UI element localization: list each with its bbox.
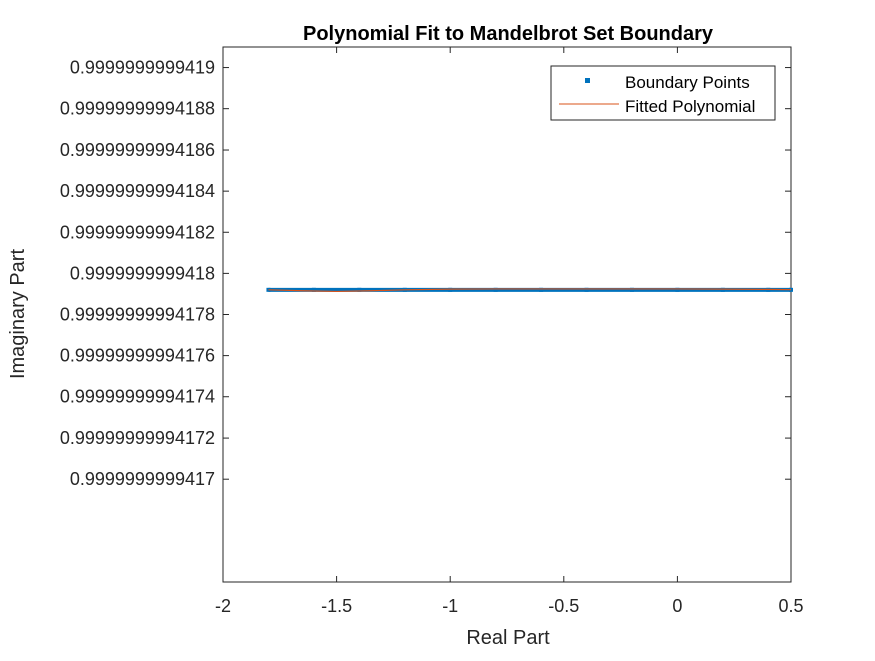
boundary-point (584, 287, 589, 292)
y-tick-label: 0.9999999999419 (70, 58, 215, 78)
y-tick-label: 0.99999999994174 (60, 387, 215, 407)
y-tick-label: 0.99999999994182 (60, 222, 215, 242)
x-tick-label: -1 (442, 596, 458, 616)
legend-marker-boundary-points (585, 78, 590, 83)
plot-area (222, 46, 793, 583)
boundary-point (448, 287, 453, 292)
plot-box (222, 46, 792, 583)
legend: Boundary Points Fitted Polynomial (550, 65, 776, 121)
legend-label-boundary-points: Boundary Points (625, 73, 750, 92)
x-tick-label: 0 (672, 596, 682, 616)
y-axis-label: Imaginary Part (7, 249, 29, 379)
boundary-point (629, 287, 634, 292)
boundary-point (357, 287, 362, 292)
x-tick-label: -0.5 (548, 596, 579, 616)
boundary-point (789, 287, 793, 292)
x-tick-label: -1.5 (321, 596, 352, 616)
y-tick-label: 0.9999999999418 (70, 263, 215, 283)
x-tick-label: 0.5 (778, 596, 803, 616)
y-tick-label: 0.99999999994186 (60, 140, 215, 160)
y-tick-label: 0.99999999994184 (60, 181, 215, 201)
y-axis: 0.9999999999417 0.99999999994172 0.9999999… (60, 58, 791, 489)
x-axis: -2 -1.5 -1 -0.5 0 0.5 (215, 47, 804, 616)
y-tick-label: 0.99999999994188 (60, 99, 215, 119)
boundary-point (720, 287, 725, 292)
fitted-polynomial-line (268, 288, 792, 293)
x-axis-label: Real Part (466, 627, 550, 649)
y-tick-label: 0.99999999994178 (60, 305, 215, 325)
chart-title: Polynomial Fit to Mandelbrot Set Boundar… (303, 23, 714, 45)
boundary-point (311, 287, 316, 292)
series-1 (268, 288, 792, 293)
y-tick-label: 0.99999999994176 (60, 346, 215, 366)
y-tick-label: 0.99999999994172 (60, 428, 215, 448)
boundary-point (675, 287, 680, 292)
y-tick-label: 0.9999999999417 (70, 469, 215, 489)
x-tick-label: -2 (215, 596, 231, 616)
legend-box (550, 65, 776, 121)
boundary-point (539, 287, 544, 292)
boundary-point (493, 287, 498, 292)
legend-label-fitted-polynomial: Fitted Polynomial (625, 97, 755, 116)
